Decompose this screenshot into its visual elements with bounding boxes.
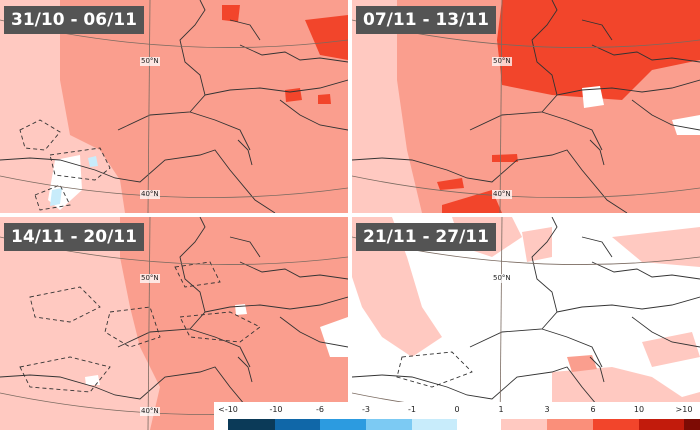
legend-label: -1 (408, 405, 416, 414)
panel-week-1-date-badge: 31/10 - 06/11 (4, 6, 144, 34)
legend-label: -10 (269, 405, 283, 414)
lat-40n-label: 40°N (140, 190, 160, 199)
legend-label: 6 (590, 405, 596, 414)
legend-swatch-minus-10 (275, 419, 320, 430)
legend-swatch-minus-6 (320, 419, 366, 430)
color-scale-legend: <-10 -10 -6 -3 -1 0 1 3 6 10 >10 (214, 402, 700, 430)
map-panel-week-3: 14/11 - 20/11 50°N 40°N (0, 217, 348, 430)
map-week-4-image (352, 217, 700, 430)
legend-label: 3 (544, 405, 550, 414)
legend-swatch-0 (457, 419, 501, 430)
legend-swatch-6 (593, 419, 639, 430)
legend-label: -3 (362, 405, 370, 414)
lat-50n-label: 50°N (140, 57, 160, 66)
legend-label: 0 (454, 405, 460, 414)
panel-week-4-date-badge: 21/11 - 27/11 (356, 223, 496, 251)
legend-label: 10 (633, 405, 645, 414)
map-panel-week-2: 07/11 - 13/11 50°N 40°N (352, 0, 700, 213)
legend-label: -6 (316, 405, 324, 414)
panel-week-3-date-badge: 14/11 - 20/11 (4, 223, 144, 251)
legend-label: <-10 (218, 405, 238, 414)
legend-swatch-10 (639, 419, 684, 430)
lat-50n-label: 50°N (140, 274, 160, 283)
lat-50n-label: 50°N (492, 274, 512, 283)
panel-week-2-date-badge: 07/11 - 13/11 (356, 6, 496, 34)
legend-label: 1 (498, 405, 504, 414)
lat-50n-label: 50°N (492, 57, 512, 66)
legend-swatch-1 (501, 419, 547, 430)
legend-swatch-3 (547, 419, 593, 430)
map-week-1-image (0, 0, 348, 213)
map-panel-week-4: 21/11 - 27/11 50°N (352, 217, 700, 430)
map-week-3-image (0, 217, 348, 430)
legend-swatch-minus-3 (366, 419, 412, 430)
lat-40n-label: 40°N (492, 190, 512, 199)
legend-swatch-gt-10 (684, 419, 700, 430)
legend-swatch-minus-1 (412, 419, 457, 430)
map-panel-week-1: 31/10 - 06/11 50°N 40°N (0, 0, 348, 213)
map-week-2-image (352, 0, 700, 213)
legend-label: >10 (675, 405, 693, 414)
legend-swatch-lt-minus-10 (228, 419, 275, 430)
lat-40n-label: 40°N (140, 407, 160, 416)
